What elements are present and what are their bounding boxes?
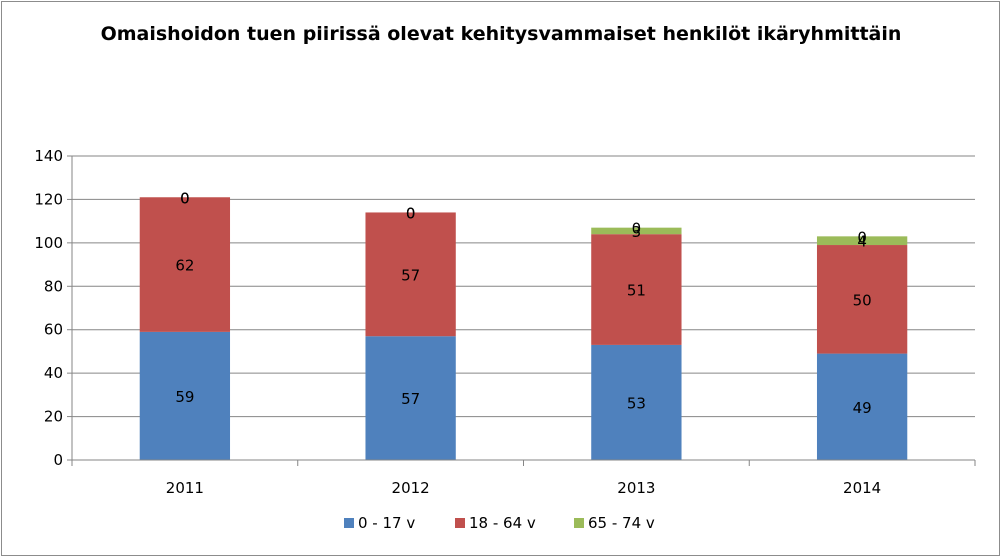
legend-label: 65 - 74 v — [588, 514, 655, 532]
y-tick-label: 40 — [44, 364, 63, 382]
legend-label: 0 - 17 v — [358, 514, 415, 532]
data-label: 0 — [406, 204, 416, 222]
bar-segment — [365, 212, 456, 337]
y-tick-label: 100 — [34, 234, 63, 252]
data-label: 62 — [175, 257, 194, 275]
y-tick-label: 0 — [53, 451, 63, 469]
y-tick-label: 20 — [44, 408, 63, 426]
data-label: 0 — [180, 189, 190, 207]
legend: 0 - 17 v 18 - 64 v 65 - 74 v — [344, 514, 655, 532]
bar-segment — [816, 245, 908, 354]
bar-segment — [591, 234, 682, 345]
data-label: 0 — [632, 220, 642, 238]
chart-title: Omaishoidon tuen piirissä olevat kehitys… — [101, 23, 902, 45]
x-tick-label: 2014 — [843, 479, 881, 497]
x-tick-label: 2012 — [392, 479, 430, 497]
data-label: 0 — [857, 228, 867, 246]
data-label: 57 — [401, 266, 420, 284]
x-tick-label: 2013 — [617, 479, 655, 497]
data-label: 0 — [406, 204, 416, 222]
bar-segment — [591, 227, 682, 235]
data-label: 4 — [857, 233, 867, 251]
x-tick-label: 2011 — [166, 479, 204, 497]
legend-label: 18 - 64 v — [469, 514, 536, 532]
y-tick-label: 60 — [44, 321, 63, 339]
y-tick-label: 80 — [44, 277, 63, 295]
data-label: 50 — [853, 291, 872, 309]
bar-segment — [139, 331, 231, 460]
bar-segment — [816, 236, 908, 246]
bar-segment — [139, 197, 231, 332]
data-label: 57 — [401, 390, 420, 408]
legend-swatch — [574, 518, 584, 528]
y-tick-label: 120 — [34, 190, 63, 208]
bar-segment — [591, 344, 682, 460]
y-tick-label: 140 — [34, 147, 63, 165]
data-label: 0 — [180, 189, 190, 207]
x-axis: 2011 2012 2013 2014 — [71, 459, 976, 497]
data-label: 51 — [627, 282, 646, 300]
legend-swatch — [455, 518, 465, 528]
data-label: 59 — [175, 388, 194, 406]
data-label: 53 — [627, 394, 646, 412]
bar-segment — [365, 336, 456, 460]
legend-swatch — [344, 518, 354, 528]
bar-segment — [816, 353, 908, 460]
y-axis: 0 20 40 60 80 100 120 140 — [34, 147, 73, 469]
data-label: 3 — [632, 223, 642, 241]
data-label: 49 — [853, 399, 872, 417]
